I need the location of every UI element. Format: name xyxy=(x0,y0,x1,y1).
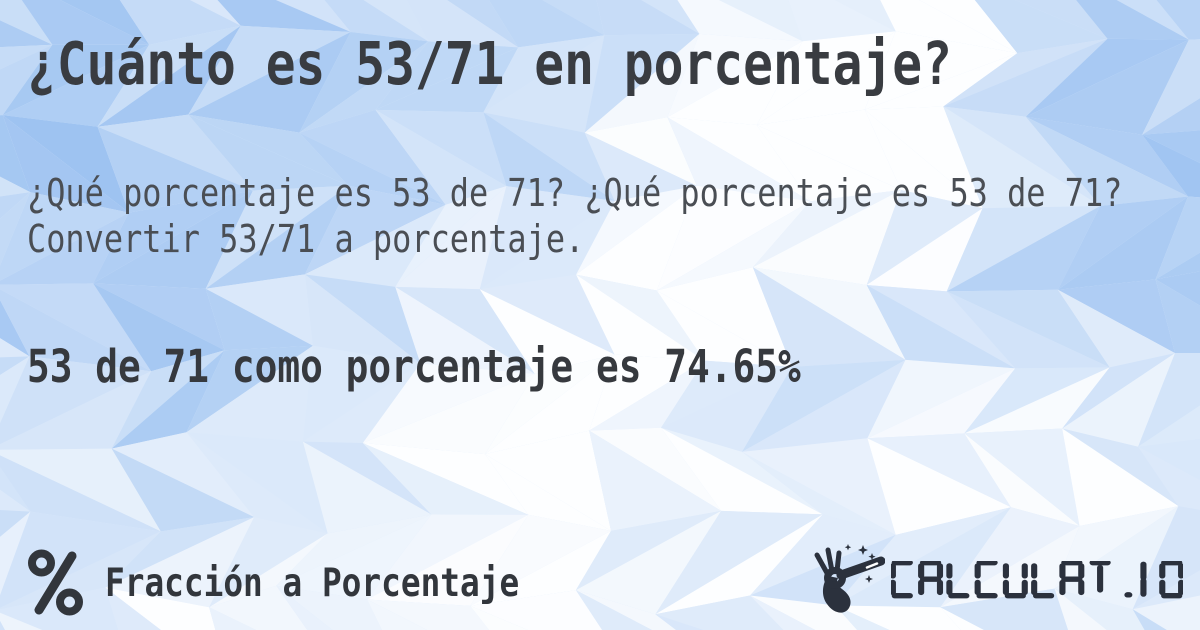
description-line-1: ¿Qué porcentaje es 53 de 71? ¿Qué porcen… xyxy=(27,171,1123,215)
percent-icon xyxy=(28,549,83,616)
brand-wordmark xyxy=(891,561,1183,599)
description-line-2: Convertir 53/71 a porcentaje. xyxy=(27,217,585,261)
result-text: 53 de 71 como porcentaje es 74.65% xyxy=(27,340,801,393)
footer-category: Fracción a Porcentaje xyxy=(28,548,598,618)
brand-logo xyxy=(811,544,1183,616)
magic-wand-hand-icon xyxy=(814,544,885,613)
page-title: ¿Cuánto es 53/71 en porcentaje? xyxy=(27,29,952,98)
page-description: ¿Qué porcentaje es 53 de 71? ¿Qué porcen… xyxy=(27,170,1200,262)
sparkle-stars xyxy=(844,544,876,583)
category-label: Fracción a Porcentaje xyxy=(105,560,520,606)
